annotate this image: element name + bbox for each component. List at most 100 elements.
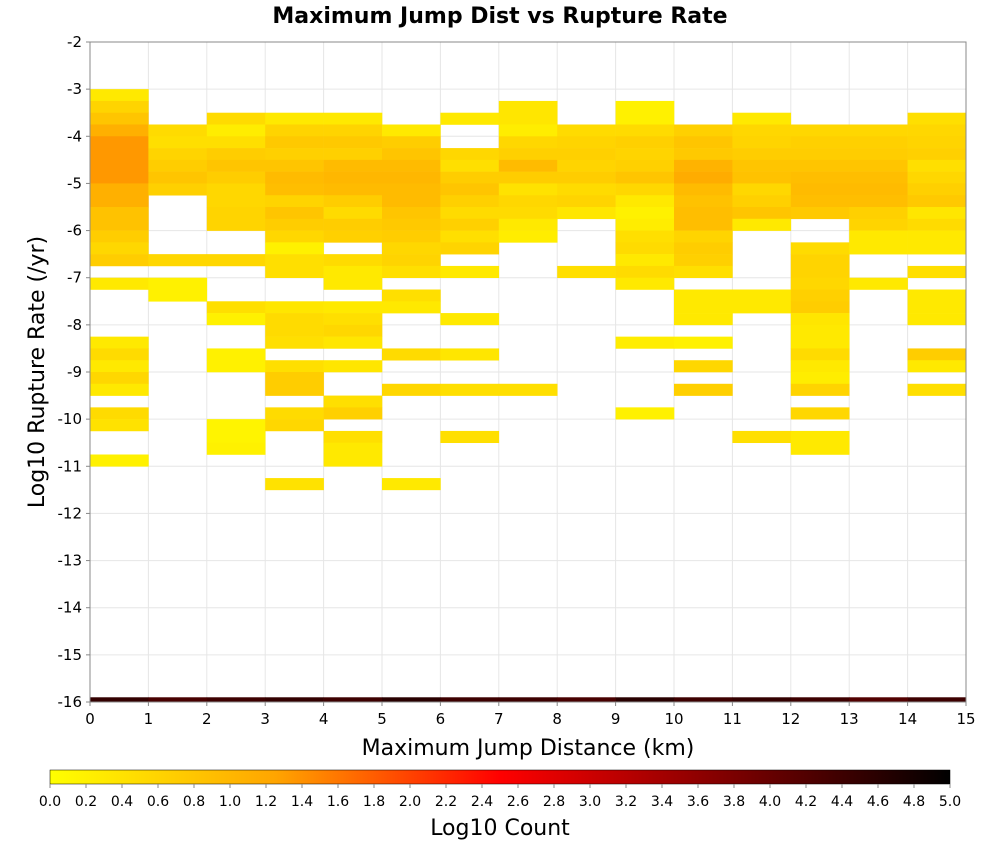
y-axis-label: Log10 Rupture Rate (/yr)	[25, 236, 50, 508]
heatmap-cell	[790, 183, 850, 196]
x-tick-label: 0	[85, 710, 95, 728]
heatmap-cell	[674, 289, 733, 302]
heatmap-cell	[674, 148, 733, 161]
colorbar-tick-label: 3.0	[579, 794, 601, 810]
heatmap-cell	[265, 242, 324, 255]
heatmap-cell	[382, 207, 441, 220]
y-tick-label: -5	[67, 174, 82, 192]
heatmap-cell	[265, 419, 324, 432]
heatmap-cell	[323, 697, 383, 703]
heatmap-cell	[148, 277, 208, 290]
heatmap-cell	[440, 112, 500, 125]
heatmap-cell	[674, 336, 733, 349]
x-tick-label: 8	[552, 710, 562, 728]
heatmap-cell	[674, 124, 733, 137]
heatmap-cell	[265, 112, 324, 125]
heatmap-cell	[790, 407, 850, 420]
y-tick-label: -11	[58, 457, 83, 475]
colorbar-tick-label: 2.4	[471, 794, 493, 810]
heatmap-cell	[382, 697, 441, 703]
heatmap-cell	[615, 136, 675, 149]
heatmap-cell	[849, 195, 908, 208]
y-tick-label: -8	[67, 316, 82, 334]
y-tick-label: -14	[58, 599, 83, 617]
heatmap-cell	[323, 360, 383, 373]
y-tick-label: -9	[67, 363, 82, 381]
heatmap-cell	[732, 697, 792, 703]
colorbar-tick-label: 5.0	[939, 794, 961, 810]
colorbar-tick-label: 4.2	[795, 794, 817, 810]
heatmap-cell	[90, 697, 149, 703]
colorbar-tick-label: 3.8	[723, 794, 745, 810]
heatmap-cell	[790, 360, 850, 373]
heatmap-cell	[907, 207, 967, 220]
heatmap-cell	[498, 100, 558, 125]
heatmap-cell	[849, 183, 908, 196]
heatmap-cell	[206, 159, 266, 172]
y-tick-label: -7	[67, 269, 82, 287]
heatmap-cell	[674, 254, 733, 267]
x-axis-label: Maximum Jump Distance (km)	[362, 736, 695, 761]
colorbar-label: Log10 Count	[430, 816, 570, 841]
x-tick-label: 9	[611, 710, 621, 728]
heatmap-cell	[790, 136, 850, 149]
heatmap-cell	[557, 124, 616, 137]
heatmap-cell	[790, 372, 850, 385]
colorbar-tick-label: 2.6	[507, 794, 529, 810]
heatmap-cell	[323, 277, 383, 290]
heatmap-cell	[790, 242, 850, 255]
heatmap-cell	[557, 171, 616, 184]
heatmap-cell	[90, 419, 149, 432]
x-tick-label: 7	[494, 710, 504, 728]
colorbar-tick-label: 0.4	[111, 794, 133, 810]
heatmap-cell	[265, 195, 324, 208]
heatmap-cell	[907, 218, 967, 231]
heatmap-cell	[323, 265, 383, 279]
heatmap-cell	[615, 277, 675, 290]
heatmap-cell	[90, 89, 149, 102]
colorbar-tick-label: 1.8	[363, 794, 385, 810]
heatmap-cell	[440, 183, 500, 196]
heatmap-cell	[674, 230, 733, 243]
heatmap-cell	[148, 159, 208, 172]
heatmap-cell	[557, 207, 616, 220]
heatmap-cell	[674, 383, 733, 396]
heatmap-cell	[206, 183, 266, 208]
heatmap-cell	[732, 183, 792, 196]
heatmap-cell	[265, 254, 324, 267]
heatmap-cell	[498, 124, 558, 137]
x-tick-label: 15	[956, 710, 975, 728]
colorbar-tick-label: 4.4	[831, 794, 853, 810]
heatmap-cell	[790, 301, 850, 314]
heatmap-cell	[615, 159, 675, 172]
heatmap-cell	[907, 148, 967, 161]
heatmap-cell	[790, 124, 850, 137]
heatmap-cell	[148, 171, 208, 184]
heatmap-cell	[206, 419, 266, 444]
heatmap-cell	[849, 136, 908, 149]
heatmap-cell	[907, 265, 967, 279]
heatmap-cells	[90, 89, 967, 703]
heatmap-cell	[323, 148, 383, 161]
y-tick-label: -16	[58, 693, 83, 711]
heatmap-cell	[674, 265, 733, 279]
heatmap-cell	[907, 171, 967, 184]
heatmap-cell	[382, 159, 441, 172]
heatmap-cell	[265, 697, 324, 703]
heatmap-cell	[148, 289, 208, 302]
heatmap-cell	[615, 171, 675, 184]
heatmap-cell	[615, 254, 675, 267]
heatmap-cell	[265, 148, 324, 161]
heatmap-cell	[674, 301, 733, 314]
heatmap-cell	[440, 697, 500, 703]
heatmap-cell	[790, 254, 850, 279]
heatmap-cell	[265, 301, 324, 314]
heatmap-cell	[907, 360, 967, 373]
heatmap-cell	[732, 430, 792, 444]
y-tick-label: -10	[58, 410, 83, 428]
x-tick-label: 6	[436, 710, 446, 728]
heatmap-cell	[790, 171, 850, 184]
heatmap-cell	[323, 112, 383, 125]
y-tick-label: -6	[67, 222, 82, 240]
